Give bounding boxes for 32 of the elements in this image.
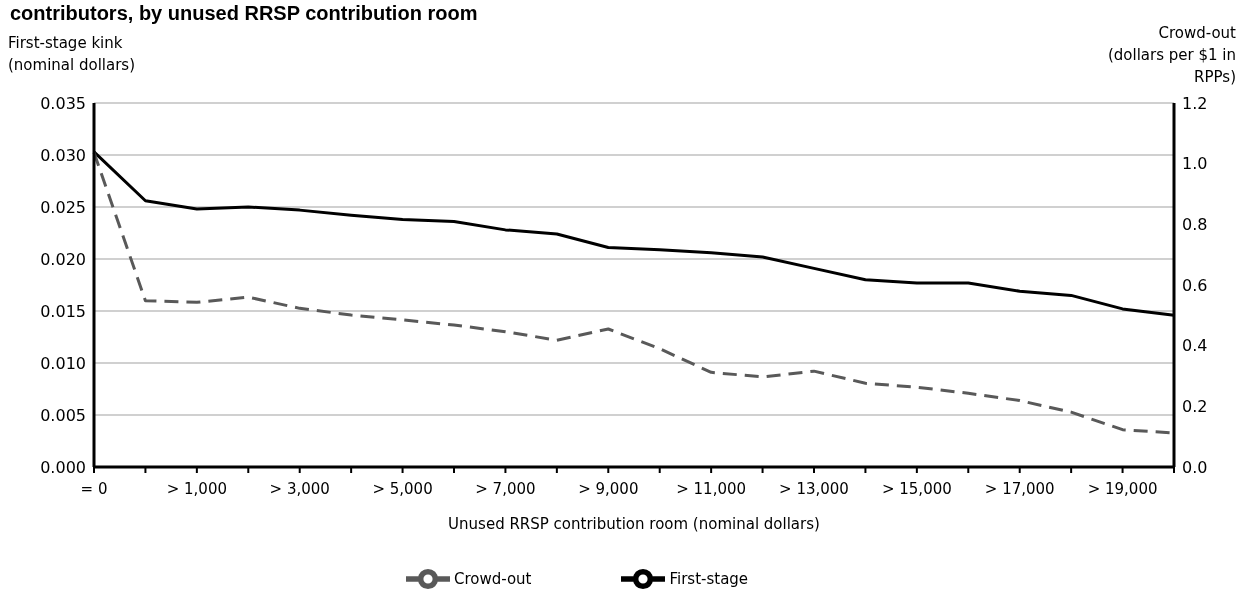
x-tick-label: > 13,000 [779,479,849,498]
y2-tick-label: 0.4 [1182,336,1208,356]
y-tick-label: 0.020 [40,249,86,269]
y2-tick-label: 0.8 [1182,215,1208,235]
y-axis-title: First-stage kink (nominal dollars) [8,33,136,76]
y-tick-label: 0.005 [40,405,86,425]
x-tick-label: > 1,000 [166,479,227,498]
x-tick-label: > 9,000 [578,479,639,498]
x-tick-label: > 5,000 [372,479,433,498]
y2-tick-label: 0.6 [1182,275,1208,295]
x-axis-title: Unused RRSP contribution room (nominal dollars) [448,515,820,533]
x-tick-label: > 17,000 [984,479,1055,498]
legend-label: First-stage [669,569,749,588]
y-tick-label: 0.035 [40,93,86,113]
y2-tick-label: 0.0 [1182,457,1208,477]
y2-tick-label: 1.0 [1182,154,1208,174]
y-tick-label: 0.030 [40,145,86,165]
y2-tick-label: 1.2 [1182,93,1208,113]
y2-axis-title: Crowd-out (dollars per $1 in RPPs) [1107,23,1236,88]
y-tick-label: 0.000 [40,457,86,477]
y2-tick-label: 0.2 [1182,397,1208,417]
chart-title: contributors, by unused RRSP contribution room [10,2,478,25]
x-tick-label: > 19,000 [1087,479,1158,498]
y-tick-label: 0.010 [40,353,86,373]
y-tick-label: 0.025 [40,197,86,217]
y-tick-label: 0.015 [40,301,86,321]
x-tick-label: > 11,000 [676,479,747,498]
x-tick-label: = 0 [80,479,108,498]
x-tick-label: > 3,000 [269,479,330,498]
x-tick-label: > 7,000 [475,479,536,498]
x-tick-label: > 15,000 [881,479,952,498]
legend-label: Crowd-out [453,569,532,588]
